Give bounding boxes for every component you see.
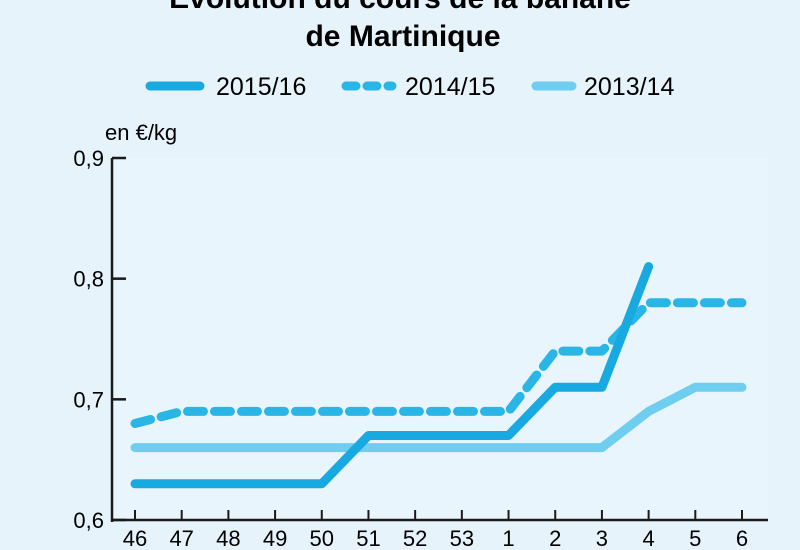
chart-title-line1: Évolution du cours de la banane xyxy=(169,0,631,15)
y-tick-label: 0,8 xyxy=(73,267,104,292)
series-line-2014-15 xyxy=(130,298,747,428)
series-layer xyxy=(130,262,747,489)
series-line-2015-16 xyxy=(130,262,654,489)
x-tick-label: 1 xyxy=(502,526,514,550)
y-tick-label: 0,6 xyxy=(73,508,104,533)
x-tick-label: 53 xyxy=(450,526,474,550)
chart-title-line2: de Martinique xyxy=(305,20,500,53)
legend-label-2015-16: 2015/16 xyxy=(216,73,306,101)
legend-label-2013-14: 2013/14 xyxy=(584,73,674,101)
x-tick-label: 47 xyxy=(169,526,193,550)
y-tick-label: 0,9 xyxy=(73,146,104,171)
x-tick-label: 51 xyxy=(356,526,380,550)
x-tick-label: 50 xyxy=(310,526,334,550)
axis-layer: 0,6 0,7 0,8 0,9 46 47 48 49 50 51 52 53 1 2 3 4 5 6 xyxy=(73,146,768,550)
x-tick-label: 3 xyxy=(596,526,608,550)
x-tick-label: 48 xyxy=(216,526,240,550)
x-tick-label: 46 xyxy=(123,526,147,550)
x-tick-label: 49 xyxy=(263,526,287,550)
x-tick-label: 4 xyxy=(642,526,654,550)
y-tick-label: 0,7 xyxy=(73,387,104,412)
x-tick-label: 2 xyxy=(549,526,561,550)
x-tick-label: 52 xyxy=(403,526,427,550)
plot-area xyxy=(112,158,768,520)
series-line-2013-14 xyxy=(130,382,747,453)
x-tick-label: 6 xyxy=(736,526,748,550)
y-axis-unit-label: en €/kg xyxy=(105,120,177,145)
legend: 2015/16 2014/15 2013/14 xyxy=(145,73,674,101)
x-tick-label: 5 xyxy=(689,526,701,550)
legend-label-2014-15: 2014/15 xyxy=(405,73,495,101)
